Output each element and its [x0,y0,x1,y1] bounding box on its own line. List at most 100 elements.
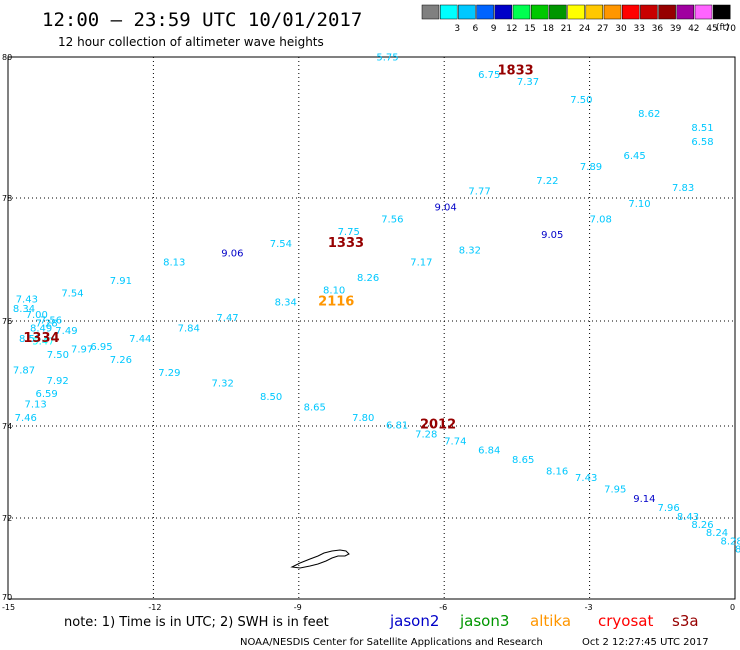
swh-value-label: 7.75 [338,227,360,238]
swh-value-label: 7.89 [580,162,602,173]
swh-value-label: 7.43 [575,473,597,484]
legend-bin-label: 18 [542,24,554,34]
swh-value-label: 7.56 [40,316,62,327]
lat-tick-label: 78 [2,194,12,203]
swh-value-label: 6.81 [386,420,408,431]
pass-time-label: 2012 [420,417,456,432]
mission-altika: altika [530,612,571,630]
axis-ticks: -15 -12 -9 -6 -3 0 80 78 76 74 72 70 [2,53,735,612]
legend-swatch [640,4,658,20]
legend-swatch [676,4,695,20]
swh-value-label: 7.77 [468,186,490,197]
pass-time-label: 2116 [318,295,354,310]
pass-time-label: 1334 [23,331,59,346]
swh-value-label: 7.50 [570,95,592,106]
swh-value-label: 8.49 [30,324,52,335]
legend-swatch [585,4,604,20]
swh-value-label: 8.16 [546,466,568,477]
pass-time-label: 1833 [498,64,534,79]
swh-value-label: 7.50 [47,350,69,361]
swh-value-label: 8.50 [260,392,282,403]
swh-color-legend: 3 6 9 12 15 18 21 24 27 30 33 36 39 42 45 70 [421,4,736,34]
legend-swatch [512,4,531,20]
swh-value-label: 7.37 [517,77,539,88]
swh-value-label: 8.26 [691,520,713,531]
swh-value-label: 8.10 [323,285,345,296]
pass-time-labels: 1833 1333 2116 1334 2012 [23,64,533,433]
swh-value-label: 8.43 [677,512,699,523]
map-subtitle: 12 hour collection of altimeter wave hei… [58,35,324,49]
legend-bin-label: 42 [688,24,699,34]
pass-time-label: 1333 [328,236,364,251]
swh-value-label: 9.04 [435,202,457,213]
swh-value-label: 7.47 [216,313,238,324]
swh-value-label: 5.75 [376,53,398,64]
swh-value-label: 7.28 [36,318,58,329]
legend-swatch [712,4,731,20]
swh-value-label: 7.17 [410,258,432,269]
swh-value-label: 9.05 [541,230,563,241]
legend-bin-label: 39 [670,24,682,34]
mission-cryosat: cryosat [598,612,653,630]
legend-bin-label: 3 [454,24,460,34]
mission-jason3: jason3 [459,612,509,630]
legend-swatch [458,4,476,20]
swh-value-label: 7.28 [415,430,437,441]
legend-swatch [439,4,458,20]
swh-value-label: 7.96 [657,503,679,514]
jan-mayen-island [290,549,350,569]
legend-bin-label: 70 [724,24,736,34]
swh-value-label: 8.24 [706,528,728,539]
swh-value-label: 8.65 [304,402,326,413]
swh-value-label: 5.47 [32,337,54,348]
swh-value-label: 7.54 [61,288,83,299]
swh-value-label: 9.14 [633,494,655,505]
swh-value-label: 7.10 [628,199,650,210]
swh-value-label: 8.06 [735,544,740,555]
swh-value-label: 8.55 [19,334,41,345]
legend-swatch [621,4,640,20]
legend-bin-label: 15 [524,24,535,34]
legend-bin-label: 36 [652,24,664,34]
swh-value-label: 7.87 [13,366,35,377]
swh-value-label: 7.91 [110,276,132,287]
legend-bin-label: 45 [706,24,717,34]
swh-value-label: 9.06 [221,248,243,259]
swh-value-label: 8.13 [163,258,185,269]
swh-value-label: 7.92 [47,376,69,387]
legend-bin-label: 21 [561,24,572,34]
swh-value-label: 6.58 [691,137,713,148]
swh-value-label: 7.95 [604,485,626,496]
legend-swatch [476,4,494,20]
swh-value-label: 8.51 [691,123,713,134]
legend-bin-label: 30 [615,24,627,34]
legend-unit-label: (ft) [716,23,730,33]
swh-value-label: 7.00 [26,310,48,321]
mission-jason2: jason2 [389,612,439,630]
legend-bin-label: 12 [506,24,517,34]
swh-value-label: 7.97 [71,345,93,356]
swh-value-label: 6.84 [478,446,500,457]
swh-value-label: 7.56 [381,215,403,226]
swh-value-label: 8.28 [720,536,740,547]
credit-text: NOAA/NESDIS Center for Satellite Applica… [240,637,543,648]
legend-swatch [658,4,676,20]
swh-value-label: 8.65 [512,455,534,466]
legend-swatch [494,4,513,20]
swh-value-label: 7.54 [270,239,292,250]
swh-value-label: 7.43 [16,295,38,306]
legend-swatch [421,4,440,20]
swh-value-label: 8.26 [357,273,379,284]
swh-value-label: 7.44 [129,334,151,345]
legend-bin-label: 33 [633,24,644,34]
legend-swatch [567,4,585,20]
swh-value-label: 8.62 [638,109,660,120]
swh-value-label: 6.95 [90,342,112,353]
lon-tick-label: -12 [148,603,161,612]
swh-labels: 5.756.757.377.508.628.516.886.587.506.45… [13,53,740,556]
swh-value-label: 6.45 [624,151,646,162]
timestamp-text: Oct 2 12:27:45 UTC 2017 [582,637,709,648]
lon-tick-label: -3 [585,603,593,612]
legend-swatch [549,4,567,20]
